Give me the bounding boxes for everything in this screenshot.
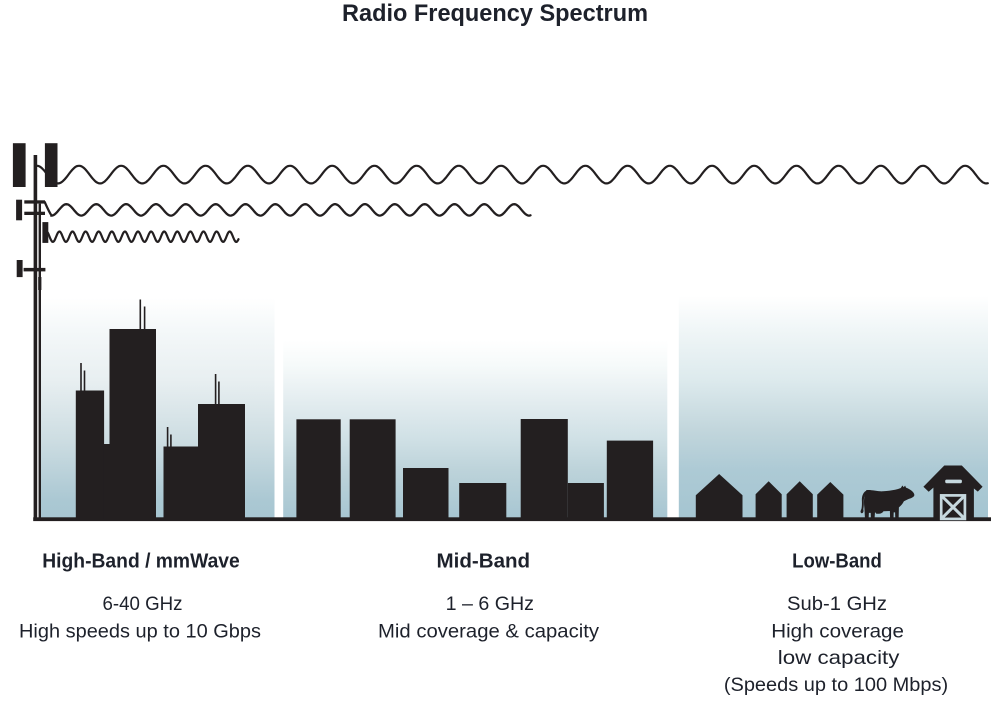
svg-text:High-Band / mmWave: High-Band / mmWave: [42, 550, 240, 573]
svg-text:Low-Band: Low-Band: [792, 549, 882, 572]
svg-text:Mid-Band: Mid-Band: [437, 549, 531, 572]
svg-text:1 – 6 GHz: 1 – 6 GHz: [446, 593, 534, 615]
svg-text:Radio Frequency Spectrum: Radio Frequency Spectrum: [342, 0, 648, 27]
svg-text:(Speeds up to 100 Mbps): (Speeds up to 100 Mbps): [724, 674, 948, 696]
svg-text:low capacity: low capacity: [778, 647, 900, 669]
svg-text:6-40 GHz: 6-40 GHz: [103, 593, 183, 615]
svg-text:Mid coverage & capacity: Mid coverage & capacity: [378, 621, 599, 643]
svg-text:High coverage: High coverage: [771, 621, 904, 643]
svg-text:Sub-1 GHz: Sub-1 GHz: [787, 593, 887, 615]
svg-text:High speeds up to 10 Gbps: High speeds up to 10 Gbps: [19, 621, 261, 643]
